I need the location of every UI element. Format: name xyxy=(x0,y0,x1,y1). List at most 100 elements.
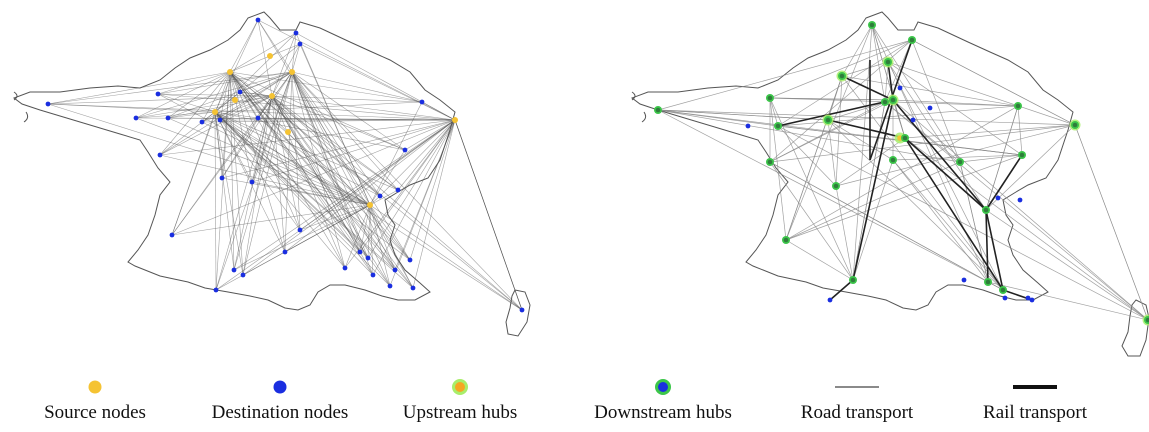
legend-label-source: Source nodes xyxy=(44,402,146,423)
downstream-hub-core xyxy=(655,107,661,113)
destination-node xyxy=(213,287,219,293)
rail-edge xyxy=(904,137,1004,291)
road-edge xyxy=(404,119,456,151)
destination-node xyxy=(237,89,243,95)
road-edge xyxy=(47,71,293,105)
destination-node xyxy=(155,91,161,97)
road-edge xyxy=(167,95,273,119)
road-edge xyxy=(233,204,371,271)
destination-node xyxy=(395,187,401,193)
road-edge xyxy=(291,71,374,276)
road-edge xyxy=(291,71,301,231)
road-edge xyxy=(841,24,873,77)
road-edge xyxy=(271,95,411,261)
road-edge xyxy=(157,93,273,97)
downstream-hub-core xyxy=(839,73,845,79)
road-edge xyxy=(985,124,1076,211)
destination-node-icon xyxy=(273,380,287,394)
road-edge xyxy=(785,154,1023,241)
road-edge xyxy=(769,161,854,281)
downstream-hub-core xyxy=(985,279,991,285)
road-edge xyxy=(369,149,406,206)
legend-label-upstream: Upstream hubs xyxy=(402,402,518,423)
road-edge xyxy=(251,119,456,183)
road-edge xyxy=(229,71,301,231)
source-node xyxy=(267,53,273,59)
road-edge xyxy=(221,71,293,179)
source-node xyxy=(289,69,295,75)
source-node xyxy=(367,202,373,208)
network-maps xyxy=(12,11,1149,357)
road-edge xyxy=(369,204,411,261)
road-edge xyxy=(214,111,217,291)
nodes xyxy=(654,21,1149,326)
road-edge xyxy=(359,204,371,253)
road-edge xyxy=(284,119,456,253)
nodes xyxy=(45,17,525,313)
road-edge xyxy=(299,204,371,231)
legend-item-road: Road transport xyxy=(782,372,932,424)
road-edge xyxy=(271,95,361,253)
road-edge xyxy=(214,111,361,253)
road-edge xyxy=(412,119,456,289)
road-edge xyxy=(835,185,854,281)
road-edge xyxy=(214,32,297,113)
road-edge xyxy=(892,154,1023,161)
legend-label-rail: Rail transport xyxy=(983,402,1087,423)
road-edge xyxy=(135,71,231,119)
road-edge xyxy=(367,119,456,259)
downstream-hub-core xyxy=(869,22,875,28)
road-edge xyxy=(769,124,1076,163)
destination-node xyxy=(219,175,225,181)
downstream-hub-core xyxy=(825,117,831,123)
road-edge xyxy=(892,159,989,283)
road-edge xyxy=(871,24,989,283)
road-edge xyxy=(359,119,456,253)
destination-node xyxy=(231,267,237,273)
road-edge xyxy=(271,95,414,289)
road-edge xyxy=(887,61,1004,291)
road-edge xyxy=(271,95,406,151)
road-edge xyxy=(171,111,216,236)
road-edge xyxy=(242,95,273,276)
road-edge xyxy=(257,19,293,73)
downstream-hub-core xyxy=(1072,122,1078,128)
source-node xyxy=(269,93,275,99)
source-node xyxy=(227,69,233,75)
road-edge xyxy=(657,109,989,283)
source-node-icon xyxy=(88,380,102,394)
road-edge xyxy=(291,71,346,269)
road-edge xyxy=(785,75,843,241)
rail-edge xyxy=(829,279,854,301)
road-edge xyxy=(167,117,371,206)
road-edge xyxy=(271,32,297,97)
rail-edge xyxy=(892,99,987,211)
road-edge xyxy=(769,97,894,101)
map-direct-network xyxy=(12,11,531,337)
downstream-hub-core xyxy=(767,159,773,165)
road-edge xyxy=(959,154,1023,163)
road-edge xyxy=(229,71,253,183)
road-edge xyxy=(47,71,231,105)
road-edge xyxy=(271,95,523,311)
road-edge xyxy=(369,204,396,271)
destination-node xyxy=(745,123,751,129)
road-edge xyxy=(291,43,301,73)
road-edge xyxy=(157,71,293,95)
road-edge xyxy=(887,61,1076,126)
road-edge xyxy=(284,204,371,253)
road-edge xyxy=(454,119,523,311)
road-edge xyxy=(299,43,456,121)
road-edge xyxy=(785,105,1019,241)
road-edge xyxy=(214,111,391,287)
road-edge xyxy=(135,111,216,119)
road-edge xyxy=(884,61,889,103)
rail-edge xyxy=(841,75,894,101)
road-edge xyxy=(271,95,301,231)
road-edge xyxy=(657,109,829,121)
legend-item-upstream: Upstream hubs xyxy=(380,372,540,424)
road-edge xyxy=(47,103,456,121)
destination-node xyxy=(282,249,288,255)
legend-item-source: Source nodes xyxy=(20,372,170,424)
road-edge xyxy=(171,119,456,236)
